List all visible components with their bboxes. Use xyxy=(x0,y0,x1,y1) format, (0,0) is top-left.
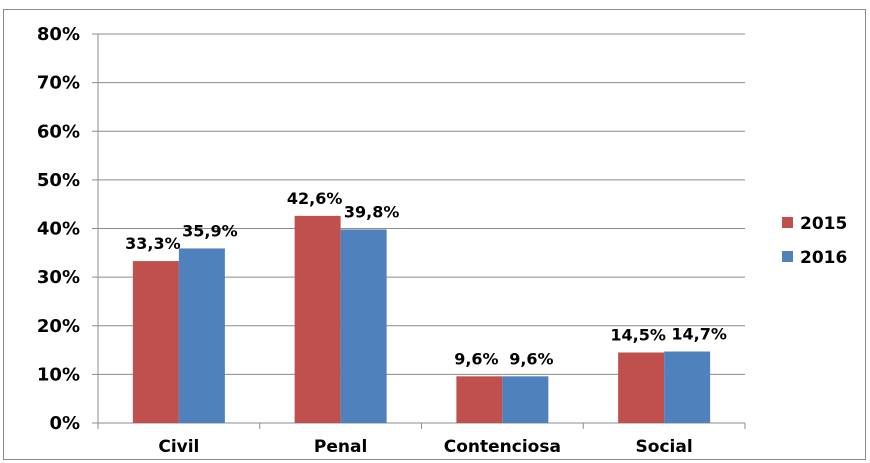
bar-2016-penal xyxy=(340,229,387,423)
data-label: 14,5% xyxy=(610,325,666,344)
data-label: 14,7% xyxy=(671,325,727,344)
bar-2016-civil xyxy=(178,248,225,423)
data-label: 9,6% xyxy=(509,349,553,368)
data-label: 33,3% xyxy=(125,234,181,253)
x-category-label: Social xyxy=(636,437,693,457)
y-tick-label: 0% xyxy=(49,413,80,434)
bar-2016-social xyxy=(664,351,711,423)
y-tick-label: 20% xyxy=(37,316,80,337)
data-label: 35,9% xyxy=(182,221,238,240)
y-tick-label: 80% xyxy=(37,24,80,45)
bars xyxy=(132,215,711,423)
y-tick-label: 50% xyxy=(37,170,80,191)
y-tick-label: 10% xyxy=(37,364,80,385)
legend-swatch-2015 xyxy=(782,217,793,228)
x-axis-categories: Civil Penal Contenciosa Social xyxy=(158,437,692,457)
data-labels: 33,3%35,9% 42,6%39,8% 9,6% 9,6% 14,5% 14,7% xyxy=(125,189,727,368)
y-tick-label: 30% xyxy=(37,267,80,288)
y-tick-label: 60% xyxy=(37,121,80,142)
data-label: 9,6% xyxy=(454,349,498,368)
bar-2015-social xyxy=(618,352,665,423)
data-label: 42,6% xyxy=(287,189,343,208)
bar-2015-contenciosa xyxy=(456,376,503,423)
legend-label-2015: 2015 xyxy=(800,214,847,234)
bar-2016-contenciosa xyxy=(502,376,549,423)
legend-swatch-2016 xyxy=(782,251,793,262)
y-tick-label: 40% xyxy=(37,219,80,240)
y-axis-ticks: 0% 10% 20% 30% 40% 50% 60% 70% 80% xyxy=(37,24,80,434)
y-tick-label: 70% xyxy=(37,73,80,94)
bar-2015-civil xyxy=(132,261,179,423)
legend: 2015 2016 xyxy=(782,214,847,268)
x-category-label: Penal xyxy=(314,437,367,457)
x-category-label: Contenciosa xyxy=(444,437,561,457)
data-label: 39,8% xyxy=(344,202,400,221)
bar-2015-penal xyxy=(294,215,341,423)
legend-label-2016: 2016 xyxy=(800,248,847,268)
x-category-label: Civil xyxy=(158,437,199,457)
